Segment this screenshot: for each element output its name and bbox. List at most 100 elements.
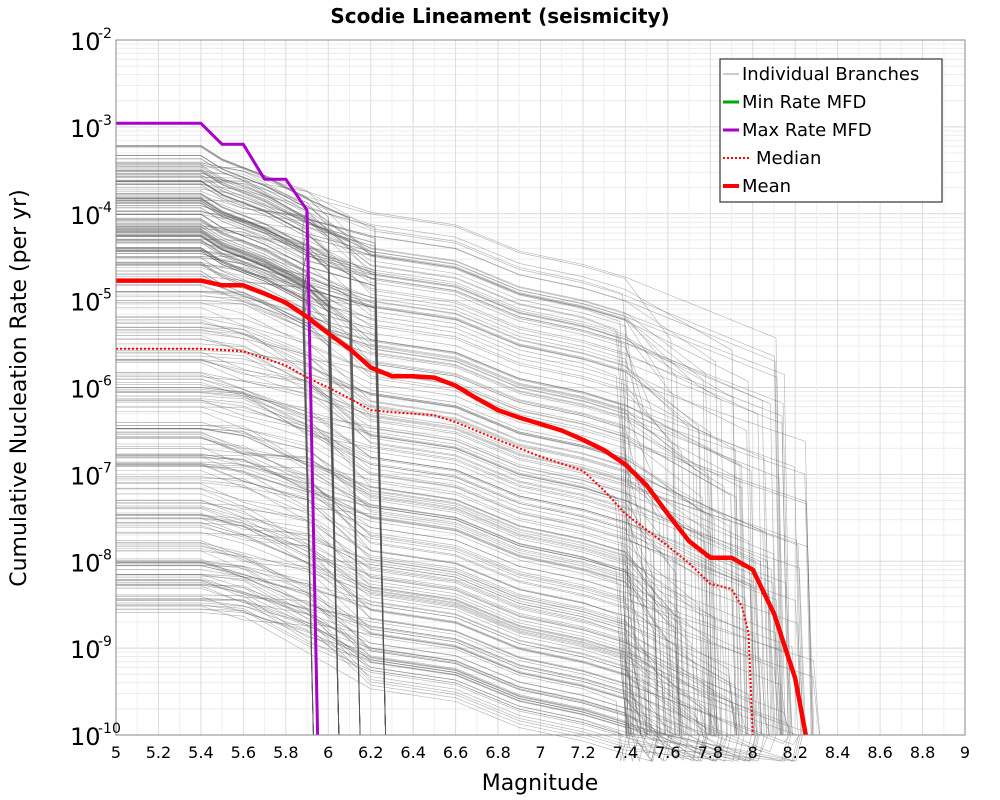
branch-line bbox=[116, 546, 675, 736]
branch-line bbox=[116, 579, 799, 762]
branch-line bbox=[116, 400, 757, 736]
y-tick-label-exponent: -5 bbox=[98, 287, 112, 303]
y-tick-label-base: 10 bbox=[70, 462, 101, 490]
x-tick-label: 7.4 bbox=[613, 743, 638, 762]
branch-line bbox=[116, 558, 759, 760]
branch-line bbox=[116, 514, 724, 736]
branch-line bbox=[116, 275, 786, 736]
branch-line bbox=[116, 477, 703, 736]
branch-line bbox=[116, 398, 762, 736]
branch-line bbox=[116, 228, 790, 736]
branch-line bbox=[116, 372, 680, 736]
branch-line bbox=[116, 352, 806, 736]
branch-line bbox=[116, 436, 681, 736]
branch-line bbox=[116, 464, 820, 736]
branch-line bbox=[116, 211, 658, 736]
branch-line bbox=[116, 604, 723, 762]
branch-line bbox=[116, 256, 749, 736]
plot-frame bbox=[115, 39, 966, 736]
branch-line bbox=[116, 197, 340, 736]
branch-line bbox=[116, 319, 738, 736]
branch-line bbox=[116, 411, 665, 736]
branch-line bbox=[116, 482, 669, 736]
branch-line bbox=[116, 560, 683, 761]
branch-line bbox=[116, 609, 757, 762]
y-tick-label-exponent: -9 bbox=[98, 634, 112, 650]
branch-line bbox=[116, 316, 737, 736]
main-series bbox=[116, 121, 809, 736]
y-tick-label-base: 10 bbox=[70, 115, 101, 143]
branch-line bbox=[116, 598, 640, 762]
branch-line bbox=[116, 338, 666, 736]
branch-line bbox=[116, 583, 690, 761]
branch-line bbox=[116, 574, 769, 753]
x-tick-label: 9 bbox=[960, 743, 970, 762]
branch-line bbox=[116, 175, 629, 736]
branch-line bbox=[116, 376, 763, 736]
branch-line bbox=[116, 437, 682, 736]
branch-line bbox=[116, 273, 340, 736]
branch-line bbox=[116, 464, 799, 736]
branch-line bbox=[116, 422, 711, 736]
branch-line bbox=[116, 198, 314, 736]
branch-line bbox=[116, 279, 647, 736]
branch-line bbox=[116, 296, 813, 736]
legend-label-branches: Individual Branches bbox=[742, 64, 919, 85]
branch-line bbox=[116, 561, 777, 753]
branch-line bbox=[116, 428, 682, 736]
branch-line bbox=[116, 348, 773, 736]
branch-line bbox=[116, 399, 803, 736]
branch-line bbox=[116, 359, 676, 736]
branch-line bbox=[116, 577, 724, 762]
branch-line bbox=[116, 608, 660, 762]
branch-line bbox=[116, 483, 720, 736]
branch-line bbox=[116, 291, 812, 736]
branch-line bbox=[116, 612, 659, 762]
x-tick-label: 8.6 bbox=[867, 743, 892, 762]
branch-line bbox=[116, 225, 769, 736]
branch-line bbox=[116, 222, 740, 736]
branch-line bbox=[116, 584, 646, 763]
x-tick-labels: 5 5.2 5.4 5.6 5.8 6 6.2 6.4 6.6 6.8 7 7.2 7.4 7.6 7.8 8… bbox=[111, 743, 970, 762]
branch-line bbox=[116, 542, 805, 736]
y-tick-labels: 10-210-310-410-510-610-710-810-910-10 bbox=[70, 26, 121, 751]
y-tick-label-base: 10 bbox=[70, 376, 101, 404]
branch-line bbox=[116, 574, 756, 762]
branch-line bbox=[116, 585, 752, 762]
branch-line bbox=[116, 252, 716, 736]
y-tick-label-base: 10 bbox=[70, 28, 101, 56]
branch-line bbox=[116, 428, 641, 736]
branch-line bbox=[116, 162, 699, 736]
y-tick-label-exponent: -6 bbox=[98, 374, 112, 390]
branch-line bbox=[116, 428, 642, 736]
branch-line bbox=[116, 196, 684, 736]
branch-line bbox=[116, 550, 712, 736]
branch-line bbox=[116, 247, 386, 736]
branch-line bbox=[116, 507, 643, 736]
x-tick-label: 6.2 bbox=[358, 743, 383, 762]
branch-line bbox=[116, 522, 794, 736]
branch-line bbox=[116, 202, 386, 736]
y-tick-label-base: 10 bbox=[70, 723, 101, 751]
legend-label-median: Median bbox=[756, 148, 821, 169]
branch-line bbox=[116, 166, 755, 736]
branch-line bbox=[116, 188, 713, 736]
branch-line bbox=[116, 257, 689, 736]
branch-line bbox=[116, 205, 650, 736]
branch-line bbox=[116, 181, 728, 736]
branch-line bbox=[116, 362, 712, 736]
series-line-mean bbox=[116, 278, 809, 736]
legend-label-max-rate: Max Rate MFD bbox=[742, 120, 872, 141]
branch-line bbox=[116, 270, 340, 736]
branch-line bbox=[116, 579, 801, 762]
branch-line bbox=[116, 265, 680, 736]
branch-line bbox=[116, 391, 660, 736]
branch-line bbox=[116, 575, 628, 762]
branch-line bbox=[116, 145, 340, 736]
branch-line bbox=[116, 332, 756, 736]
branch-line bbox=[116, 493, 648, 736]
branch-line bbox=[116, 382, 793, 736]
branch-line bbox=[116, 190, 710, 736]
branch-line bbox=[116, 372, 815, 736]
